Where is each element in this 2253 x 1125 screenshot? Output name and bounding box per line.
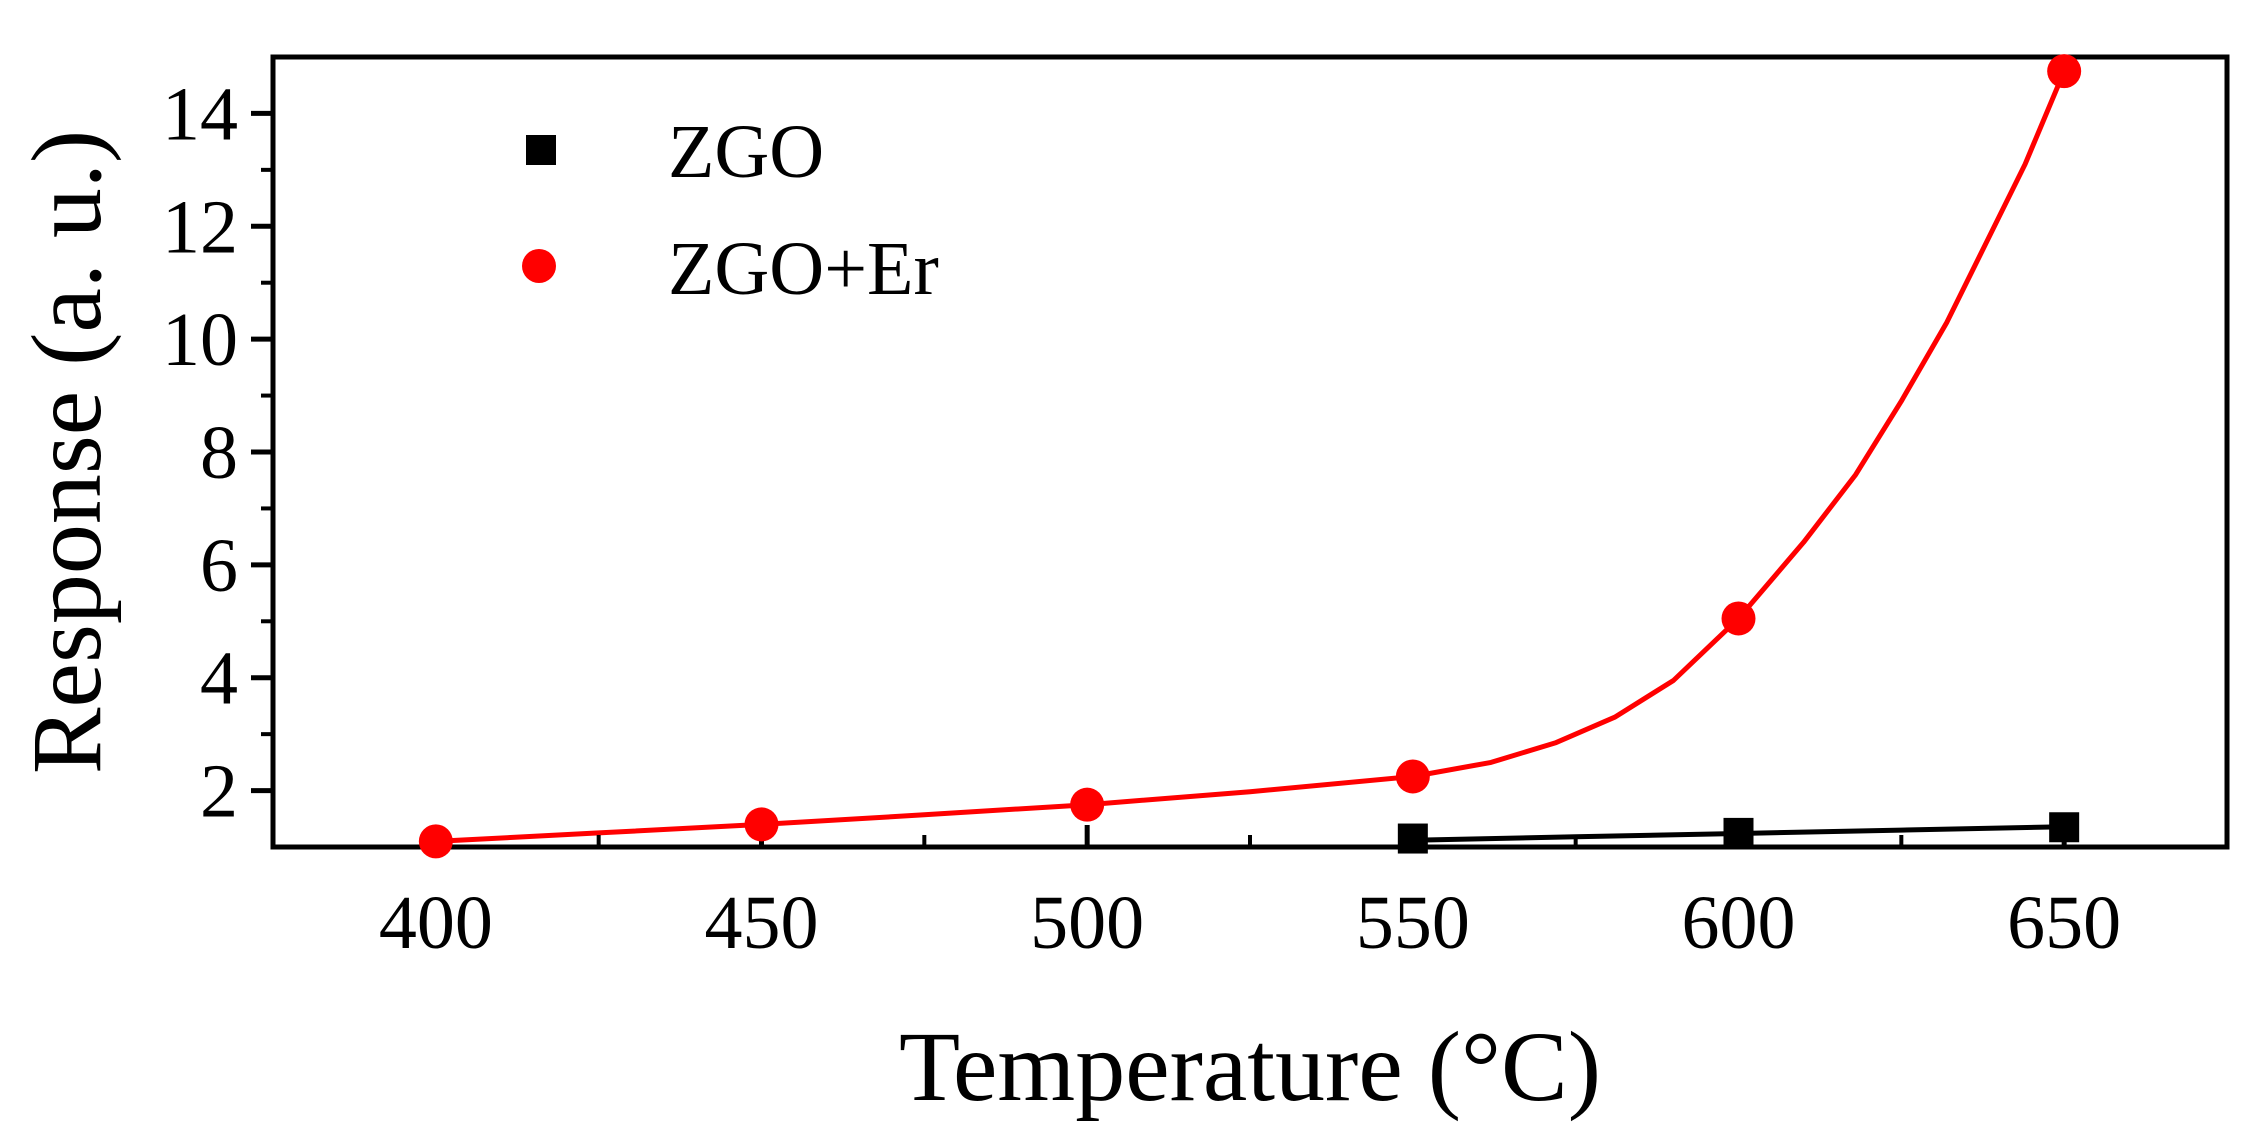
data-point-zgo-er-600 bbox=[1721, 601, 1756, 636]
data-point-zgo-er-550 bbox=[1395, 759, 1430, 794]
data-markers bbox=[418, 54, 2082, 859]
data-point-zgo-650 bbox=[2049, 812, 2080, 843]
legend-label-zgo-er: ZGO+Er bbox=[668, 227, 939, 311]
y-tick-label-6: 6 bbox=[200, 524, 238, 608]
x-tick-label-500: 500 bbox=[1030, 881, 1144, 965]
data-point-zgo-550 bbox=[1397, 823, 1428, 854]
x-axis-title: Temperature (°C) bbox=[899, 1011, 1601, 1122]
legend-label-zgo: ZGO bbox=[668, 110, 824, 194]
plot-area-frame bbox=[270, 54, 2230, 850]
y-tick-label-8: 8 bbox=[200, 411, 238, 495]
y-axis-title: Response (a. u.) bbox=[11, 130, 122, 774]
y-tick-label-2: 2 bbox=[200, 750, 238, 834]
data-point-zgo-er-650 bbox=[2047, 54, 2082, 89]
x-tick-label-450: 450 bbox=[705, 881, 819, 965]
legend-marker-zgo-er bbox=[522, 249, 556, 283]
data-point-zgo-600 bbox=[1723, 817, 1754, 848]
x-tick-label-650: 650 bbox=[2007, 881, 2121, 965]
x-tick-label-600: 600 bbox=[1682, 881, 1796, 965]
legend: ZGO ZGO+Er bbox=[522, 110, 939, 311]
y-tick-label-4: 4 bbox=[200, 637, 238, 721]
data-point-zgo-er-500 bbox=[1070, 787, 1105, 822]
x-tick-label-400: 400 bbox=[379, 881, 493, 965]
x-tick-label-550: 550 bbox=[1356, 881, 1470, 965]
fit-line-zgo-er bbox=[435, 70, 2067, 844]
y-tick-label-14: 14 bbox=[162, 72, 238, 156]
legend-marker-zgo bbox=[526, 135, 556, 165]
y-tick-label-10: 10 bbox=[162, 298, 238, 382]
data-point-zgo-er-450 bbox=[744, 807, 779, 842]
data-point-zgo-er-400 bbox=[418, 824, 453, 859]
y-tick-label-12: 12 bbox=[162, 185, 238, 269]
